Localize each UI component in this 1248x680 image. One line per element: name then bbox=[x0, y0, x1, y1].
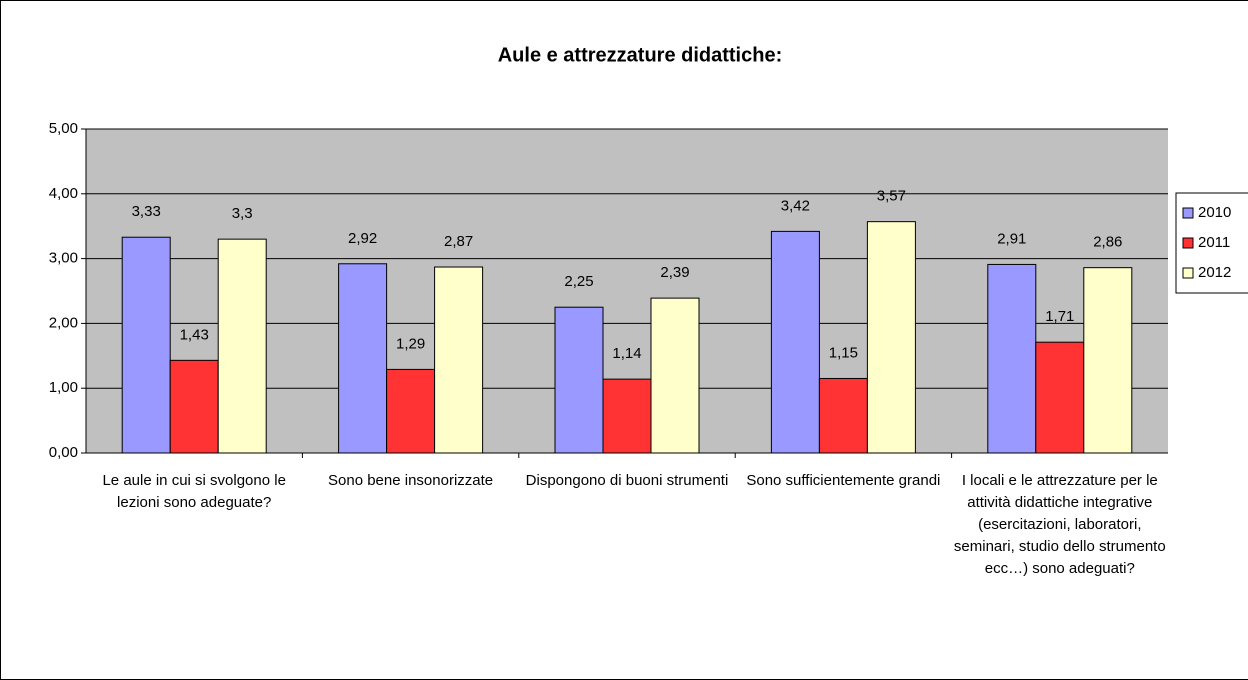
bar bbox=[650, 297, 700, 454]
bar bbox=[169, 359, 219, 454]
x-tick-label: Sono bene insonorizzate bbox=[328, 472, 494, 489]
x-tick-label-box: Sono sufficientemente grandi bbox=[746, 472, 941, 489]
value-label: 2,86 bbox=[1093, 234, 1122, 251]
y-tick-label: 1,00 bbox=[49, 379, 78, 396]
value-label: 1,29 bbox=[396, 335, 425, 352]
bar bbox=[434, 266, 484, 454]
bar bbox=[770, 230, 820, 454]
legend-label: 2010 bbox=[1198, 204, 1231, 221]
value-label: 2,39 bbox=[660, 264, 689, 281]
x-tick-label-box: Le aule in cui si svolgono le lezioni so… bbox=[102, 472, 286, 511]
y-tick-label: 5,00 bbox=[49, 120, 78, 137]
y-tick-label: 0,00 bbox=[49, 444, 78, 461]
value-label: 3,3 bbox=[232, 205, 253, 222]
bar bbox=[1035, 341, 1085, 454]
bar bbox=[602, 378, 652, 454]
legend-label: 2011 bbox=[1198, 234, 1230, 251]
x-tick-label-box: Sono bene insonorizzate bbox=[328, 472, 494, 489]
bar bbox=[818, 377, 868, 454]
y-tick-label: 2,00 bbox=[49, 314, 78, 331]
value-label: 1,14 bbox=[612, 345, 641, 362]
bar bbox=[121, 236, 171, 454]
value-label: 2,87 bbox=[444, 233, 473, 250]
chart-title: Aule e attrezzature didattiche: bbox=[498, 44, 783, 66]
bar bbox=[386, 368, 436, 454]
x-tick-label: Le aule in cui si svolgono le lezioni so… bbox=[102, 472, 286, 511]
value-label: 2,25 bbox=[564, 273, 593, 290]
bar bbox=[554, 306, 604, 454]
bar bbox=[866, 221, 916, 454]
legend-swatch bbox=[1182, 267, 1194, 279]
x-tick-label: I locali e le attrezzature per le attivi… bbox=[953, 472, 1166, 577]
y-tick-label: 4,00 bbox=[49, 185, 78, 202]
bar bbox=[338, 263, 388, 454]
y-tick-label: 3,00 bbox=[49, 250, 78, 267]
value-label: 2,91 bbox=[997, 230, 1026, 247]
value-label: 1,43 bbox=[180, 326, 209, 343]
bar bbox=[1083, 267, 1133, 454]
value-label: 2,92 bbox=[348, 230, 377, 247]
value-label: 3,57 bbox=[877, 188, 906, 205]
value-label: 1,15 bbox=[829, 344, 858, 361]
bar bbox=[217, 238, 267, 454]
legend-label: 2012 bbox=[1198, 264, 1231, 281]
x-tick-label-box: I locali e le attrezzature per le attivi… bbox=[953, 472, 1166, 577]
value-label: 3,33 bbox=[132, 203, 161, 220]
x-tick-label-box: Dispongono di buoni strumenti bbox=[525, 472, 729, 489]
legend-swatch bbox=[1182, 237, 1194, 249]
value-label: 3,42 bbox=[781, 197, 810, 214]
x-tick-label: Dispongono di buoni strumenti bbox=[525, 472, 729, 489]
bar bbox=[987, 263, 1037, 454]
x-tick-label: Sono sufficientemente grandi bbox=[746, 472, 941, 489]
legend-swatch bbox=[1182, 207, 1194, 219]
value-label: 1,71 bbox=[1045, 308, 1074, 325]
